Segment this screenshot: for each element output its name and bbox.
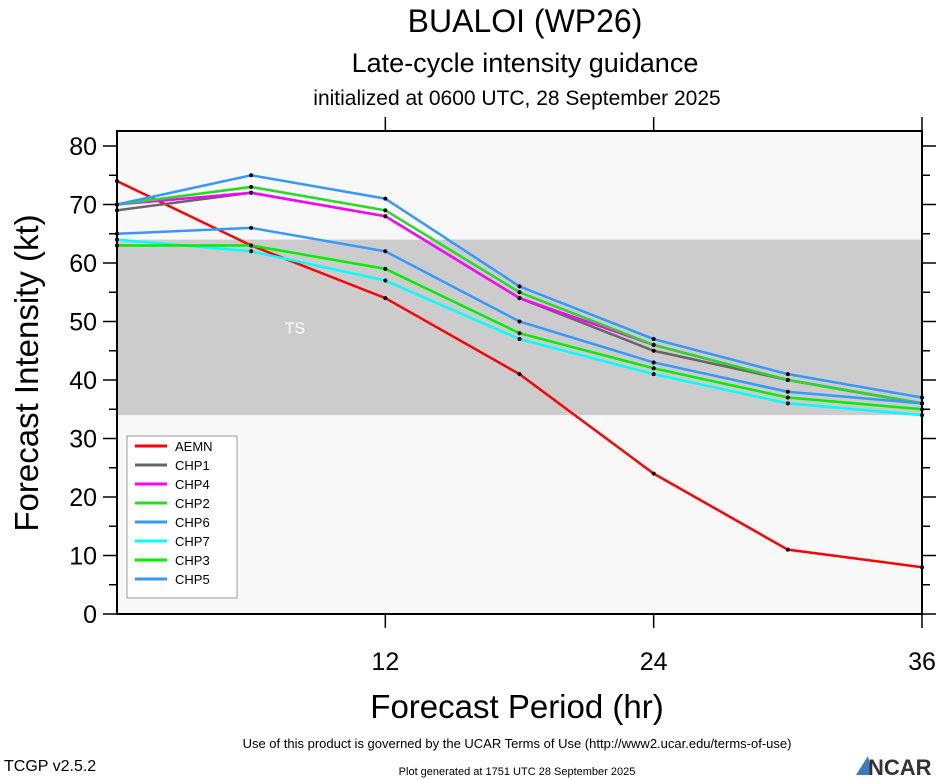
data-point: [115, 237, 119, 242]
y-tick-label: 20: [69, 484, 97, 512]
x-tick-label: 24: [640, 648, 668, 676]
data-point: [115, 202, 119, 207]
data-point: [115, 179, 119, 184]
y-tick-label: 50: [69, 309, 97, 337]
data-point: [785, 547, 790, 552]
legend-item-chp5: CHP5: [135, 572, 210, 587]
data-point: [785, 378, 790, 382]
data-point: [785, 389, 790, 394]
legend-item-chp4: CHP4: [135, 477, 210, 492]
data-point: [785, 395, 790, 400]
data-point: [383, 249, 388, 254]
chart-subtitle: Late-cycle intensity guidance: [352, 48, 699, 78]
generated-timestamp: Plot generated at 1751 UTC 28 September …: [399, 766, 636, 778]
svg-text:NCAR: NCAR: [868, 755, 932, 780]
chart-subtitle-init: initialized at 0600 UTC, 28 September 20…: [313, 87, 720, 110]
ts-band-label: TS: [285, 320, 305, 337]
data-point: [651, 342, 656, 347]
data-point: [517, 319, 522, 324]
data-point: [517, 372, 522, 377]
data-point: [920, 407, 924, 412]
data-point: [517, 331, 522, 336]
data-point: [115, 231, 119, 236]
data-point: [651, 348, 656, 353]
y-tick-label: 40: [69, 367, 97, 395]
series-label: CHP6: [175, 515, 210, 530]
series-label: CHP4: [175, 477, 210, 492]
data-point: [249, 249, 254, 254]
data-point: [383, 296, 388, 301]
data-point: [517, 284, 522, 289]
legend-item-chp3: CHP3: [135, 553, 210, 568]
legend-item-chp2: CHP2: [135, 496, 210, 511]
data-point: [383, 196, 388, 201]
version-label: TCGP v2.5.2: [4, 758, 96, 775]
legend-box: [126, 435, 238, 599]
data-point: [115, 208, 119, 213]
x-axis-label: Forecast Period (hr): [370, 688, 663, 725]
data-point: [115, 243, 119, 248]
ncar-logo: NCAR: [856, 755, 932, 780]
series-label: CHP5: [175, 572, 210, 587]
data-point: [920, 395, 924, 400]
data-point: [383, 214, 388, 219]
data-point: [249, 190, 254, 195]
data-point: [517, 290, 522, 295]
data-point: [651, 337, 656, 342]
data-point: [383, 266, 388, 271]
data-point: [249, 184, 254, 189]
y-tick-label: 0: [83, 601, 97, 629]
data-point: [785, 401, 790, 406]
data-point: [651, 372, 656, 377]
data-point: [383, 208, 388, 213]
data-point: [651, 360, 656, 365]
series-label: CHP2: [175, 496, 210, 511]
data-point: [517, 296, 522, 301]
series-label: CHP7: [175, 534, 210, 549]
terms-of-use: Use of this product is governed by the U…: [243, 736, 792, 751]
data-point: [383, 278, 388, 283]
y-tick-label: 70: [69, 192, 97, 220]
series-chp3: [115, 243, 924, 412]
series-label: CHP3: [175, 553, 210, 568]
series-chp6: [115, 173, 924, 400]
series-chp5: [115, 225, 924, 406]
series-chp7: [115, 237, 924, 418]
chart-title: BUALOI (WP26): [408, 3, 643, 39]
data-point: [651, 366, 656, 371]
y-tick-label: 30: [69, 426, 97, 454]
ts-band: [117, 239, 922, 416]
data-point: [249, 173, 254, 178]
y-tick-label: 80: [69, 133, 97, 161]
plot-frame: [116, 130, 923, 615]
data-point: [517, 337, 522, 342]
y-axis-label: Forecast Intensity (kt): [8, 214, 45, 531]
series-label: CHP1: [175, 458, 210, 473]
series-label: AEMN: [175, 439, 213, 454]
legend-item-aemn: AEMN: [135, 439, 213, 454]
y-tick-label: 60: [69, 250, 97, 278]
data-point: [249, 225, 254, 230]
data-point: [651, 471, 656, 476]
x-tick-label: 36: [908, 648, 936, 676]
legend-item-chp1: CHP1: [135, 458, 210, 473]
legend-item-chp7: CHP7: [135, 534, 210, 549]
data-point: [785, 372, 790, 377]
x-tick-label: 12: [371, 648, 399, 676]
data-point: [920, 401, 924, 406]
data-point: [920, 413, 924, 418]
y-tick-label: 10: [69, 543, 97, 571]
data-point: [920, 565, 924, 570]
legend-item-chp6: CHP6: [135, 515, 210, 530]
data-point: [249, 243, 254, 248]
series-legend: AEMN CHP1 CHP4 CHP2 CHP6 CHP7 CHP3 CHP5: [126, 435, 238, 599]
